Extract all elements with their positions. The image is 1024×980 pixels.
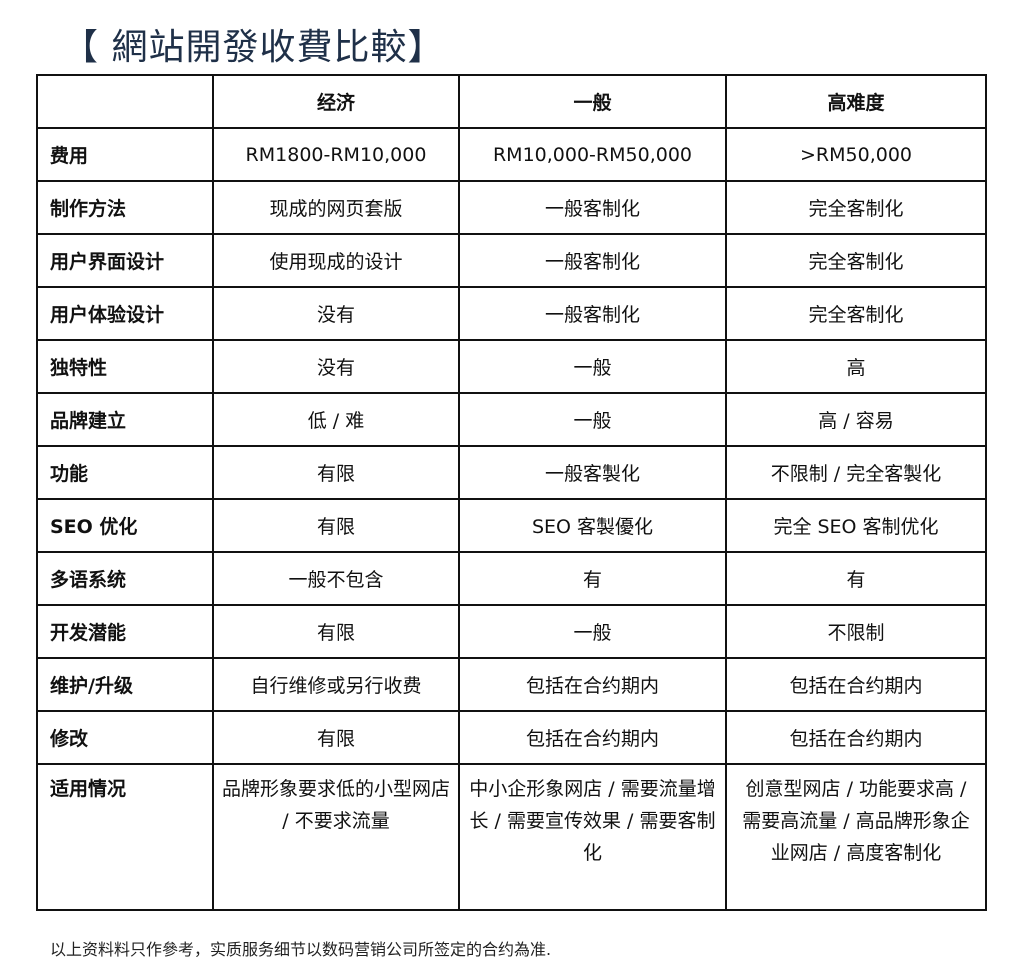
- table-cell: 包括在合约期内: [458, 710, 727, 765]
- row-label: 品牌建立: [36, 392, 214, 447]
- table-cell: 创意型网店 / 功能要求高 / 需要高流量 / 高品牌形象企业网店 / 高度客制…: [725, 763, 987, 911]
- table-cell: 包括在合约期内: [458, 657, 727, 712]
- table-cell: 包括在合约期内: [725, 657, 987, 712]
- table-cell: 有限: [212, 604, 460, 659]
- table-cell: 完全客制化: [725, 286, 987, 341]
- table-cell: 一般客制化: [458, 233, 727, 288]
- table-row: 制作方法 现成的网页套版 一般客制化 完全客制化: [36, 180, 987, 235]
- table-cell: RM10,000-RM50,000: [458, 127, 727, 182]
- table-cell: 一般客製化: [458, 445, 727, 500]
- table-cell: 完全客制化: [725, 233, 987, 288]
- table-cell: 中小企形象网店 / 需要流量增长 / 需要宣传效果 / 需要客制化: [458, 763, 727, 911]
- row-label: 费用: [36, 127, 214, 182]
- table-cell: RM1800-RM10,000: [212, 127, 460, 182]
- table-row: SEO 优化 有限 SEO 客製優化 完全 SEO 客制优化: [36, 498, 987, 553]
- table-cell: 使用现成的设计: [212, 233, 460, 288]
- row-label: 用户界面设计: [36, 233, 214, 288]
- table-row: 费用 RM1800-RM10,000 RM10,000-RM50,000 >RM50,…: [36, 127, 987, 182]
- table-cell: SEO 客製優化: [458, 498, 727, 553]
- table-row: 开发潜能 有限 一般 不限制: [36, 604, 987, 659]
- table-row: 修改 有限 包括在合约期内 包括在合约期内: [36, 710, 987, 765]
- table-cell: 高: [725, 339, 987, 394]
- table-cell: 完全 SEO 客制优化: [725, 498, 987, 553]
- column-header: 经济: [212, 74, 460, 129]
- table-cell: 自行维修或另行收费: [212, 657, 460, 712]
- table-cell: 品牌形象要求低的小型网店 / 不要求流量: [212, 763, 460, 911]
- table-cell: 有: [458, 551, 727, 606]
- table-cell: 有限: [212, 498, 460, 553]
- table-row: 适用情况 品牌形象要求低的小型网店 / 不要求流量 中小企形象网店 / 需要流量增长…: [36, 763, 987, 911]
- row-label: 多语系统: [36, 551, 214, 606]
- table-header-row: 经济 一般 高难度: [36, 74, 987, 129]
- table-cell: 有限: [212, 445, 460, 500]
- row-label: SEO 优化: [36, 498, 214, 553]
- table-cell: 现成的网页套版: [212, 180, 460, 235]
- column-header: 一般: [458, 74, 727, 129]
- table-cell: 完全客制化: [725, 180, 987, 235]
- row-label: 独特性: [36, 339, 214, 394]
- table-cell: 没有: [212, 339, 460, 394]
- footnote: 以上资料料只作參考，实质服务细节以数码营销公司所签定的合约為准.: [50, 940, 552, 959]
- row-label: 适用情况: [36, 763, 214, 911]
- table-cell: 一般: [458, 392, 727, 447]
- table-cell: >RM50,000: [725, 127, 987, 182]
- table-row: 维护/升级 自行维修或另行收费 包括在合约期内 包括在合约期内: [36, 657, 987, 712]
- table-row: 功能 有限 一般客製化 不限制 / 完全客製化: [36, 445, 987, 500]
- row-label: 用户体验设计: [36, 286, 214, 341]
- table-cell: 包括在合约期内: [725, 710, 987, 765]
- row-label: 维护/升级: [36, 657, 214, 712]
- table-cell: 一般客制化: [458, 286, 727, 341]
- row-label: 开发潜能: [36, 604, 214, 659]
- table-cell: 低 / 难: [212, 392, 460, 447]
- row-label: 功能: [36, 445, 214, 500]
- table-cell: 一般: [458, 604, 727, 659]
- table-row: 品牌建立低 / 难一般高 / 容易: [36, 392, 987, 447]
- table-cell: 有: [725, 551, 987, 606]
- table-cell: 一般不包含: [212, 551, 460, 606]
- table-row: 独特性 没有 一般高: [36, 339, 987, 394]
- row-label: 修改: [36, 710, 214, 765]
- column-header: 高难度: [725, 74, 987, 129]
- table-cell: 一般客制化: [458, 180, 727, 235]
- table-row: 多语系统 一般不包含有有: [36, 551, 987, 606]
- column-header: [36, 74, 214, 129]
- table-cell: 没有: [212, 286, 460, 341]
- table-cell: 有限: [212, 710, 460, 765]
- table-cell: 高 / 容易: [725, 392, 987, 447]
- page-title: 【 網站開發收費比較】: [62, 27, 445, 68]
- table-row: 用户体验设计 没有 一般客制化 完全客制化: [36, 286, 987, 341]
- row-label: 制作方法: [36, 180, 214, 235]
- table-row: 用户界面设计 使用现成的设计 一般客制化 完全客制化: [36, 233, 987, 288]
- table-cell: 不限制: [725, 604, 987, 659]
- table-cell: 一般: [458, 339, 727, 394]
- pricing-comparison-table: 经济 一般 高难度 费用 RM1800-RM10,000 RM10,000-RM50,0…: [36, 74, 987, 911]
- table-cell: 不限制 / 完全客製化: [725, 445, 987, 500]
